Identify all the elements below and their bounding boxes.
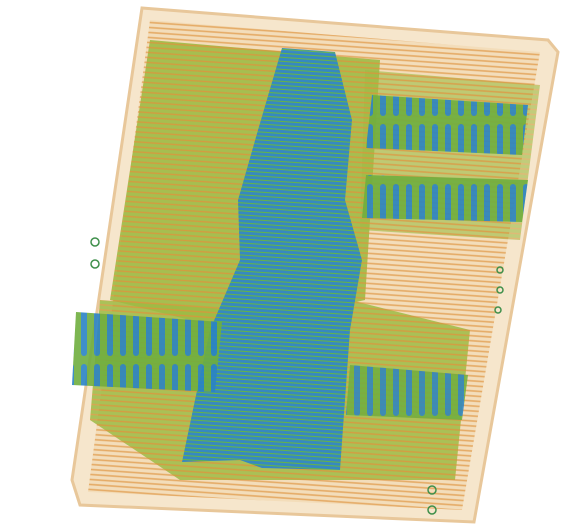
- tooth-row: [362, 175, 528, 222]
- detail: [427, 485, 437, 495]
- detail: [496, 286, 504, 294]
- blue-band: [182, 48, 362, 470]
- tooth-row: [72, 312, 222, 392]
- edge-details: [90, 237, 504, 515]
- detail: [494, 306, 502, 314]
- tooth-row: [346, 365, 468, 420]
- detail: [90, 259, 100, 269]
- detail: [90, 237, 100, 247]
- detail: [496, 266, 504, 274]
- tooth-row: [366, 95, 528, 155]
- detail: [427, 505, 437, 515]
